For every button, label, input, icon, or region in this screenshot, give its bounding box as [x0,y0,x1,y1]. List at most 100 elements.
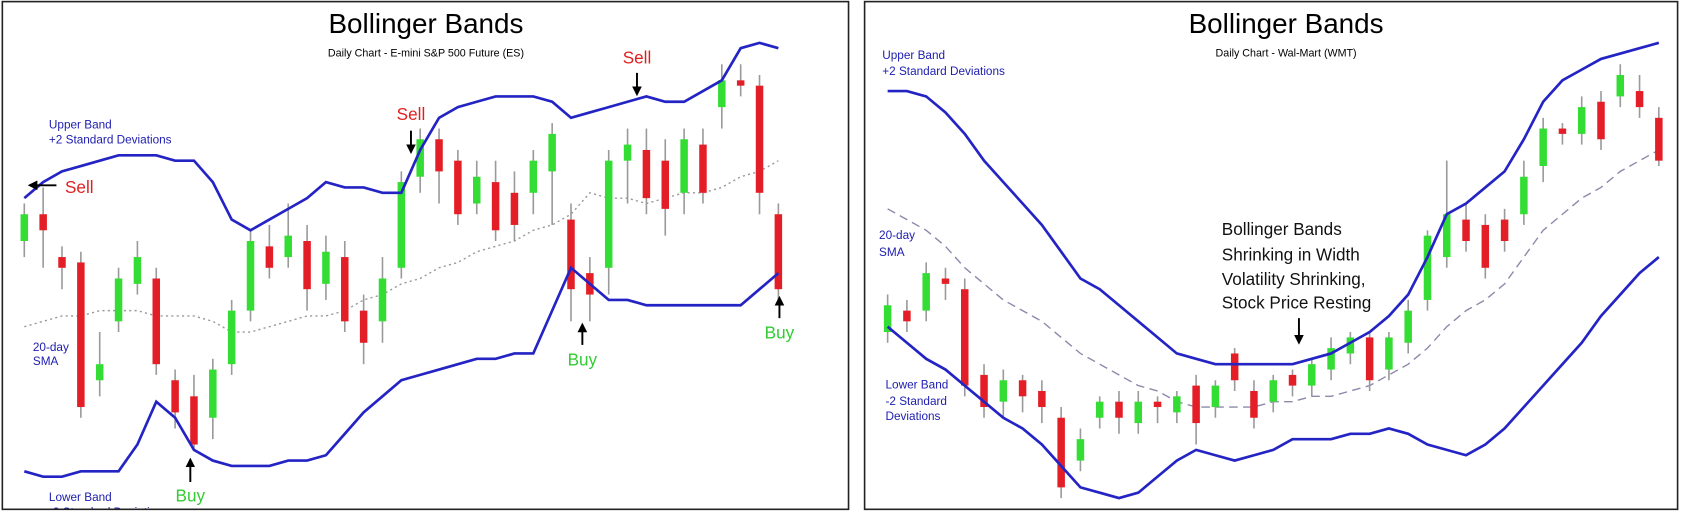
candle-body [604,160,613,268]
annotation: Lower Band [885,379,948,392]
panel [863,0,1679,511]
candle-body [642,149,651,199]
candle-body [661,160,670,209]
candle-body [680,139,688,193]
sma-line [24,160,779,333]
annotation: Deviations [885,410,940,423]
candle-body [567,219,575,290]
candle-body [454,160,462,215]
candle-body [510,192,519,225]
chart-title: Bollinger Bands [1189,8,1384,39]
annotation: 20-day [879,229,915,242]
candle-body [435,139,443,172]
lower-band [23,265,780,478]
candle-body [190,396,198,445]
candle-body [883,305,892,333]
candle-body [77,262,85,408]
candle-body [1076,439,1085,461]
panel-content: Bollinger Bands Daily Chart - Wal-Mart (W… [879,8,1663,500]
candle-body [341,257,349,322]
annotation: Lower Band [49,491,112,504]
candle-body [95,364,104,381]
candle-body [1655,117,1663,161]
candle-body [1597,101,1605,140]
candle-body [903,310,911,322]
candle-body [1115,401,1123,418]
annotation: Bollinger Bands [1222,219,1342,239]
candle-body [1635,91,1644,108]
annotation: Upper Band [49,118,112,131]
candle-body [1616,74,1625,97]
annotation: Buy [568,350,598,370]
annotation: 20-day [33,341,69,354]
candle-body [1038,390,1046,408]
panel-content: Bollinger Bands Daily Chart - E-mini S&P … [20,8,795,509]
candle-body [133,257,142,284]
upper-band [23,41,779,232]
candle-body [20,214,29,242]
chart-title: Bollinger Bands [329,8,524,39]
candle-body [980,374,988,408]
candle-body [322,251,330,284]
annotation: Sell [397,104,426,124]
candle-body [1153,401,1162,408]
upper-band [887,41,1660,366]
candle-body [755,85,764,193]
candle-body [1520,176,1528,215]
candle-body [1269,380,1277,402]
candle-body [1250,390,1258,418]
candle-body [397,182,406,268]
lower-band [886,256,1660,500]
annotation: SMA [33,355,59,368]
candle-body [39,214,47,231]
candle-body [736,80,745,86]
candle-body [1539,128,1547,167]
candle-body [152,278,161,365]
candle-body [1288,374,1297,386]
annotation: +2 Standard Deviations [49,133,172,146]
candle-body [171,380,179,413]
candle-body [1500,219,1509,242]
candle-body [1558,128,1567,134]
candle-body [491,182,500,231]
candle-body [1346,337,1355,354]
annotation: Upper Band [882,49,945,62]
candle-body [378,278,387,322]
candle-body [1095,401,1104,418]
candle-body [1173,396,1181,413]
candle-body [774,214,783,290]
candle-body [303,241,311,290]
candle-body [961,289,969,386]
candle-body [209,369,217,418]
candle-body [718,80,726,108]
candle-body [1365,337,1374,381]
candle-body [1134,401,1143,424]
candle-body [1057,417,1065,488]
candle-body [1308,364,1316,386]
candle-body [58,257,66,268]
annotation: Buy [176,486,206,506]
candle-body [359,310,368,343]
candle-body [1423,235,1432,300]
candle-body [941,278,950,284]
candle-body [922,273,930,311]
annotation: SMA [879,246,905,259]
candle-body [265,246,274,268]
candle-body [227,310,236,365]
candle-body [529,160,538,193]
candle-body [548,133,556,172]
candle-body [1481,224,1490,268]
candle-body [1327,348,1335,370]
candle-body [114,278,123,322]
candle-body [623,144,632,161]
candle-body [1462,219,1470,242]
candle-body [699,144,707,193]
candle-body [1385,337,1393,370]
annotation: -2 Standard [885,395,946,408]
annotation: Sell [623,47,652,67]
annotation: Stock Price Resting [1222,293,1371,313]
candle-body [1404,310,1412,343]
candle-body [472,176,481,204]
